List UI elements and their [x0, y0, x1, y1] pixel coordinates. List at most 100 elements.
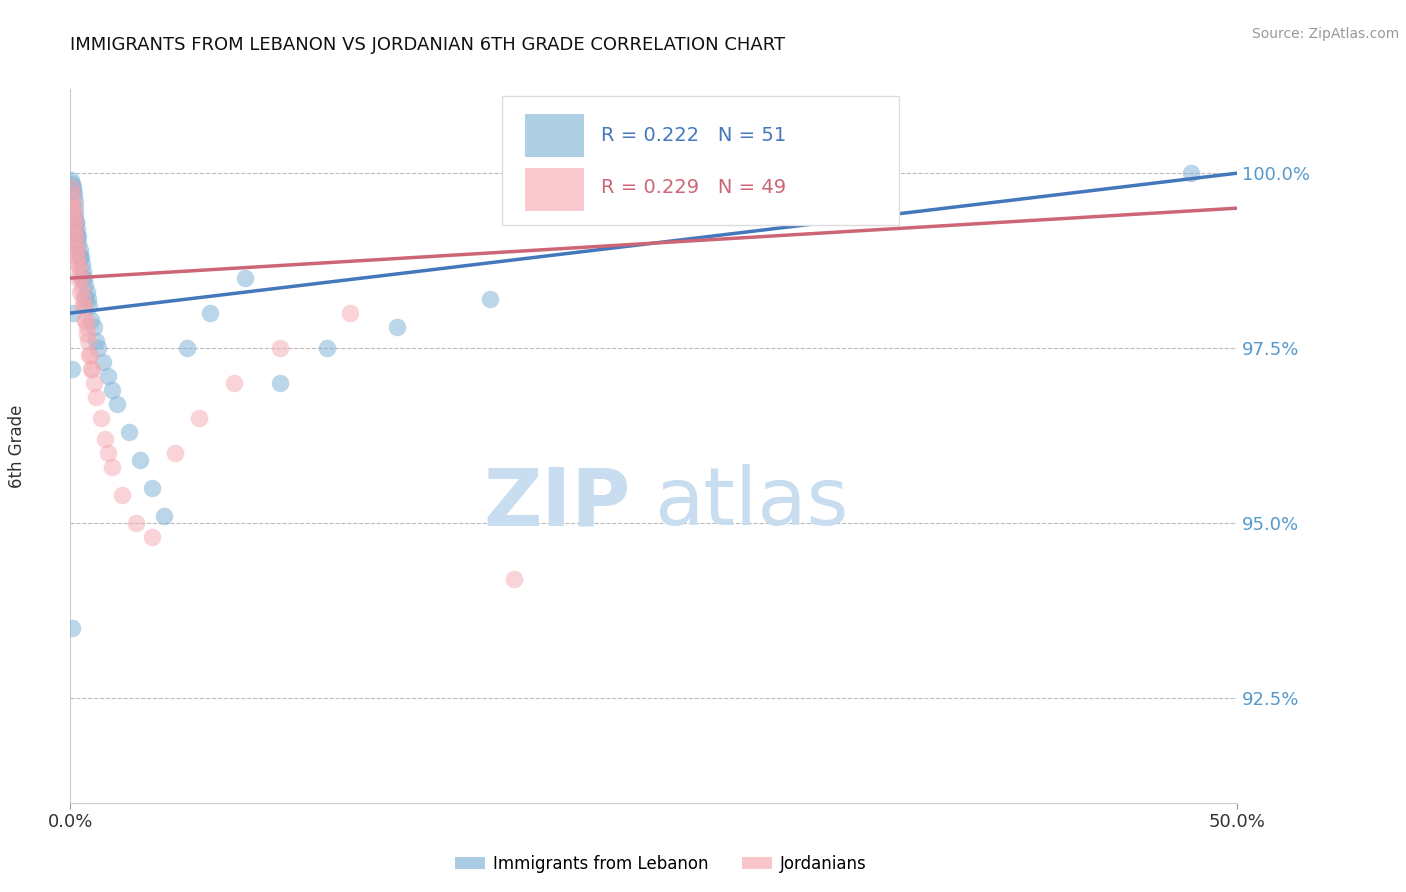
Point: [385, 320, 408, 334]
Point: [76, 327, 98, 342]
Point: [69, 264, 91, 278]
Point: [83, 320, 105, 334]
Point: [62, 184, 84, 198]
Point: [66, 271, 89, 285]
Point: [63, 236, 86, 251]
Point: [60, 621, 83, 635]
Point: [66, 243, 89, 257]
Point: [165, 446, 187, 460]
Point: [76, 334, 98, 348]
Point: [118, 425, 141, 439]
Point: [65, 229, 87, 244]
Point: [66, 222, 89, 236]
Point: [60, 201, 83, 215]
Point: [62, 187, 84, 202]
Point: [72, 299, 94, 313]
Point: [235, 271, 257, 285]
Point: [60, 362, 83, 376]
Point: [62, 194, 84, 208]
Point: [63, 222, 86, 236]
Point: [479, 292, 502, 306]
Point: [75, 313, 97, 327]
Point: [76, 320, 98, 334]
Text: Source: ZipAtlas.com: Source: ZipAtlas.com: [1251, 27, 1399, 41]
Point: [70, 257, 93, 271]
FancyBboxPatch shape: [502, 96, 898, 225]
Point: [77, 299, 100, 313]
Point: [111, 488, 134, 502]
Point: [90, 411, 112, 425]
Point: [82, 362, 104, 376]
Point: [66, 250, 89, 264]
Point: [502, 572, 524, 586]
Text: IMMIGRANTS FROM LEBANON VS JORDANIAN 6TH GRADE CORRELATION CHART: IMMIGRANTS FROM LEBANON VS JORDANIAN 6TH…: [70, 36, 786, 54]
Point: [316, 341, 339, 355]
Point: [80, 362, 103, 376]
Point: [65, 215, 87, 229]
Point: [62, 180, 84, 194]
Point: [91, 355, 114, 369]
Point: [63, 222, 86, 236]
Point: [72, 292, 94, 306]
Point: [67, 257, 90, 271]
Point: [79, 348, 101, 362]
Point: [73, 299, 96, 313]
Point: [84, 334, 107, 348]
Point: [73, 313, 96, 327]
Point: [1180, 166, 1202, 180]
Point: [73, 271, 96, 285]
Point: [187, 411, 209, 425]
Point: [62, 201, 84, 215]
Point: [222, 376, 245, 390]
Point: [65, 236, 87, 251]
Point: [69, 243, 91, 257]
Point: [94, 432, 117, 446]
Point: [63, 215, 86, 229]
Point: [97, 369, 120, 384]
Bar: [526, 114, 583, 157]
Point: [69, 250, 91, 264]
Point: [65, 215, 87, 229]
Point: [60, 173, 83, 187]
Point: [70, 282, 93, 296]
Point: [73, 292, 96, 306]
Point: [87, 341, 110, 355]
Point: [75, 278, 97, 293]
Point: [339, 306, 361, 320]
Point: [69, 271, 91, 285]
Point: [124, 516, 146, 530]
Point: [60, 187, 83, 202]
Point: [62, 306, 84, 320]
Text: atlas: atlas: [654, 464, 848, 542]
Text: R = 0.222   N = 51: R = 0.222 N = 51: [602, 126, 786, 145]
Point: [129, 453, 152, 467]
Point: [84, 390, 107, 404]
Point: [141, 481, 163, 495]
Bar: [526, 168, 583, 211]
Point: [63, 194, 86, 208]
Point: [269, 376, 291, 390]
Point: [97, 446, 120, 460]
Point: [76, 285, 98, 299]
Point: [66, 229, 89, 244]
Point: [105, 397, 128, 411]
Point: [63, 229, 86, 244]
Point: [200, 306, 222, 320]
Point: [65, 208, 87, 222]
Point: [176, 341, 198, 355]
Point: [69, 250, 91, 264]
Legend: Immigrants from Lebanon, Jordanians: Immigrants from Lebanon, Jordanians: [449, 848, 873, 880]
Point: [60, 180, 83, 194]
Text: 6th Grade: 6th Grade: [8, 404, 25, 488]
Point: [66, 229, 89, 244]
Point: [80, 313, 103, 327]
Point: [60, 177, 83, 191]
Text: R = 0.229   N = 49: R = 0.229 N = 49: [602, 178, 786, 197]
Point: [77, 348, 100, 362]
Point: [69, 285, 91, 299]
Point: [269, 341, 291, 355]
Point: [63, 201, 86, 215]
Point: [83, 376, 105, 390]
Point: [63, 243, 86, 257]
Text: ZIP: ZIP: [484, 464, 630, 542]
